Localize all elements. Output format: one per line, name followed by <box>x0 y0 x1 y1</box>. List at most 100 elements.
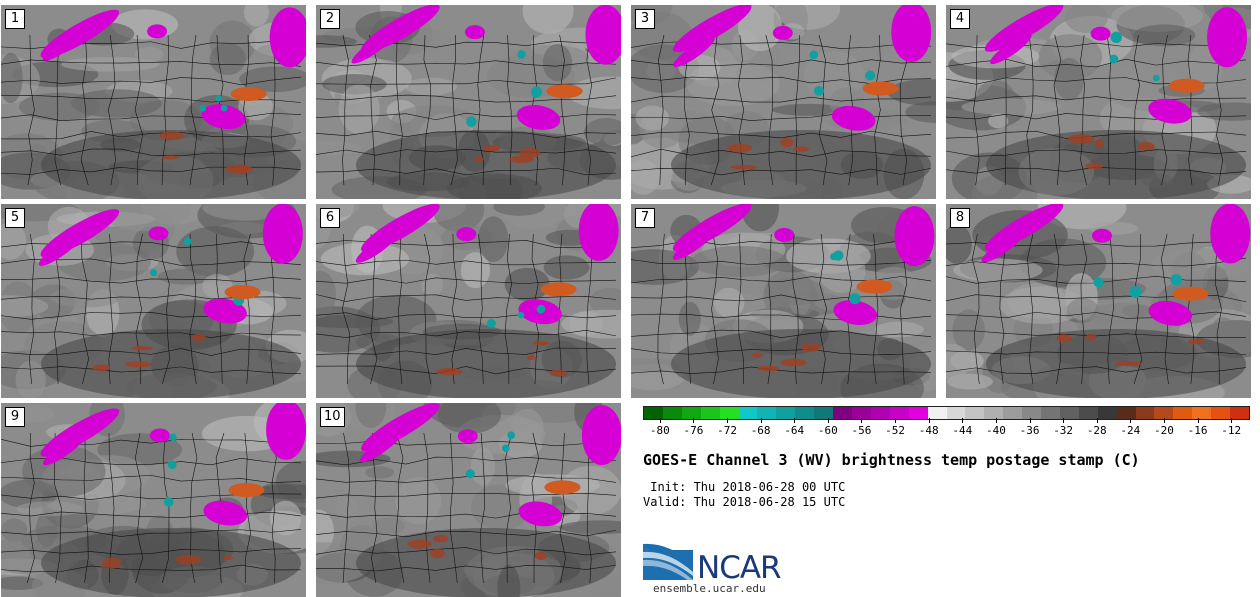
colorbar-swatch <box>833 407 852 419</box>
colorbar-tick <box>1063 418 1065 423</box>
colorbar-tick-label: -60 <box>817 424 838 437</box>
panel-9: 9 <box>1 403 306 597</box>
colorbar-tick-label: -12 <box>1221 424 1242 437</box>
panel-label: 10 <box>320 407 345 427</box>
colorbar-tick-label: -80 <box>649 424 670 437</box>
panel-label: 9 <box>5 407 25 427</box>
water-vapor-map <box>631 204 936 398</box>
panel-label: 5 <box>5 208 25 228</box>
panel-label: 3 <box>635 9 655 29</box>
water-vapor-map <box>631 5 936 199</box>
water-vapor-map <box>316 204 621 398</box>
colorbar-tick <box>1197 418 1199 423</box>
panel-10: 10 <box>316 403 621 597</box>
colorbar-tick-label: -52 <box>885 424 906 437</box>
colorbar-swatch <box>1192 407 1212 419</box>
colorbar-swatch <box>965 407 985 419</box>
colorbar-tick <box>1029 418 1031 423</box>
colorbar-tick-label: -28 <box>1086 424 1107 437</box>
colorbar-swatch <box>1173 407 1193 419</box>
colorbar-swatch <box>946 407 966 419</box>
colorbar-ticks: -80 -76 -72 -68 -64 -60 -56 -52 -48 -44 -40 -36 -32-… <box>643 418 1248 440</box>
panel-7: 7 <box>631 204 936 398</box>
colorbar-tick-label: -16 <box>1187 424 1208 437</box>
ncar-logo-text: NCAR <box>697 550 782 586</box>
colorbar-swatch <box>908 407 928 419</box>
colorbar-tick <box>928 418 930 423</box>
panel-label: 2 <box>320 9 340 29</box>
panel-label: 7 <box>635 208 655 228</box>
colorbar-tick <box>827 418 829 423</box>
colorbar-swatch <box>757 407 777 419</box>
colorbar-tick <box>1096 418 1098 423</box>
colorbar-swatch <box>700 407 720 419</box>
colorbar-swatch <box>1230 407 1249 419</box>
colorbar-tick <box>659 418 661 423</box>
colorbar-tick <box>895 418 897 423</box>
panel-4: 4 <box>946 5 1251 199</box>
chart-title: GOES-E Channel 3 (WV) brightness temp po… <box>643 451 1140 469</box>
panel-label: 6 <box>320 208 340 228</box>
colorbar-tick <box>962 418 964 423</box>
colorbar-swatch <box>927 407 947 419</box>
water-vapor-map <box>946 204 1251 398</box>
colorbar-swatch <box>1041 407 1060 419</box>
colorbar-swatch <box>776 407 796 419</box>
colorbar-swatch <box>738 407 758 419</box>
water-vapor-map <box>1 5 306 199</box>
colorbar-swatch <box>1022 407 1042 419</box>
init-time: Init: Thu 2018-06-28 00 UTC <box>643 480 846 494</box>
colorbar-swatch <box>795 407 815 419</box>
water-vapor-map <box>316 403 621 597</box>
valid-time: Valid: Thu 2018-06-28 15 UTC <box>643 495 846 509</box>
colorbar-tick <box>1231 418 1233 423</box>
colorbar-tick <box>693 418 695 423</box>
colorbar-swatch <box>984 407 1004 419</box>
water-vapor-map <box>946 5 1251 199</box>
colorbar-tick-label: -20 <box>1154 424 1174 437</box>
colorbar-tick <box>760 418 762 423</box>
colorbar-tick <box>1130 418 1132 423</box>
colorbar-swatch <box>1059 407 1079 419</box>
ncar-logo-icon <box>643 543 693 584</box>
colorbar-tick-label: -68 <box>750 424 771 437</box>
colorbar-swatch <box>1135 407 1155 419</box>
colorbar-tick-label: -64 <box>784 424 805 437</box>
colorbar-tick-label: -56 <box>851 424 872 437</box>
colorbar-tick-label: -36 <box>1019 424 1040 437</box>
colorbar-tick-label: -44 <box>952 424 973 437</box>
panel-6: 6 <box>316 204 621 398</box>
water-vapor-map <box>1 204 306 398</box>
colorbar-swatch <box>1211 407 1231 419</box>
panel-1: 1 <box>1 5 306 199</box>
colorbar-tick-label: -72 <box>717 424 737 437</box>
colorbar-swatch <box>1154 407 1174 419</box>
website-url: ensemble.ucar.edu <box>653 582 766 595</box>
panel-8: 8 <box>946 204 1251 398</box>
colorbar-swatch <box>681 407 701 419</box>
colorbar-tick <box>1163 418 1165 423</box>
panel-label: 4 <box>950 9 970 29</box>
colorbar-swatch <box>814 407 834 419</box>
panel-3: 3 <box>631 5 936 199</box>
colorbar-swatch <box>1097 407 1117 419</box>
colorbar-swatch <box>662 407 682 419</box>
colorbar-tick <box>995 418 997 423</box>
colorbar-tick <box>727 418 729 423</box>
panel-5: 5 <box>1 204 306 398</box>
colorbar-swatch <box>719 407 739 419</box>
panel-2: 2 <box>316 5 621 199</box>
colorbar-tick-label: -32 <box>1053 424 1074 437</box>
colorbar-swatch <box>1116 407 1136 419</box>
colorbar-swatch <box>1003 407 1023 419</box>
colorbar-swatch <box>644 407 663 419</box>
colorbar-tick <box>794 418 796 423</box>
colorbar <box>643 406 1250 420</box>
colorbar-tick-label: -24 <box>1120 424 1141 437</box>
water-vapor-map <box>316 5 621 199</box>
colorbar-tick-label: -48 <box>918 424 939 437</box>
water-vapor-map <box>1 403 306 597</box>
colorbar-swatch <box>851 407 871 419</box>
panel-label: 1 <box>5 9 25 29</box>
colorbar-tick <box>861 418 863 423</box>
